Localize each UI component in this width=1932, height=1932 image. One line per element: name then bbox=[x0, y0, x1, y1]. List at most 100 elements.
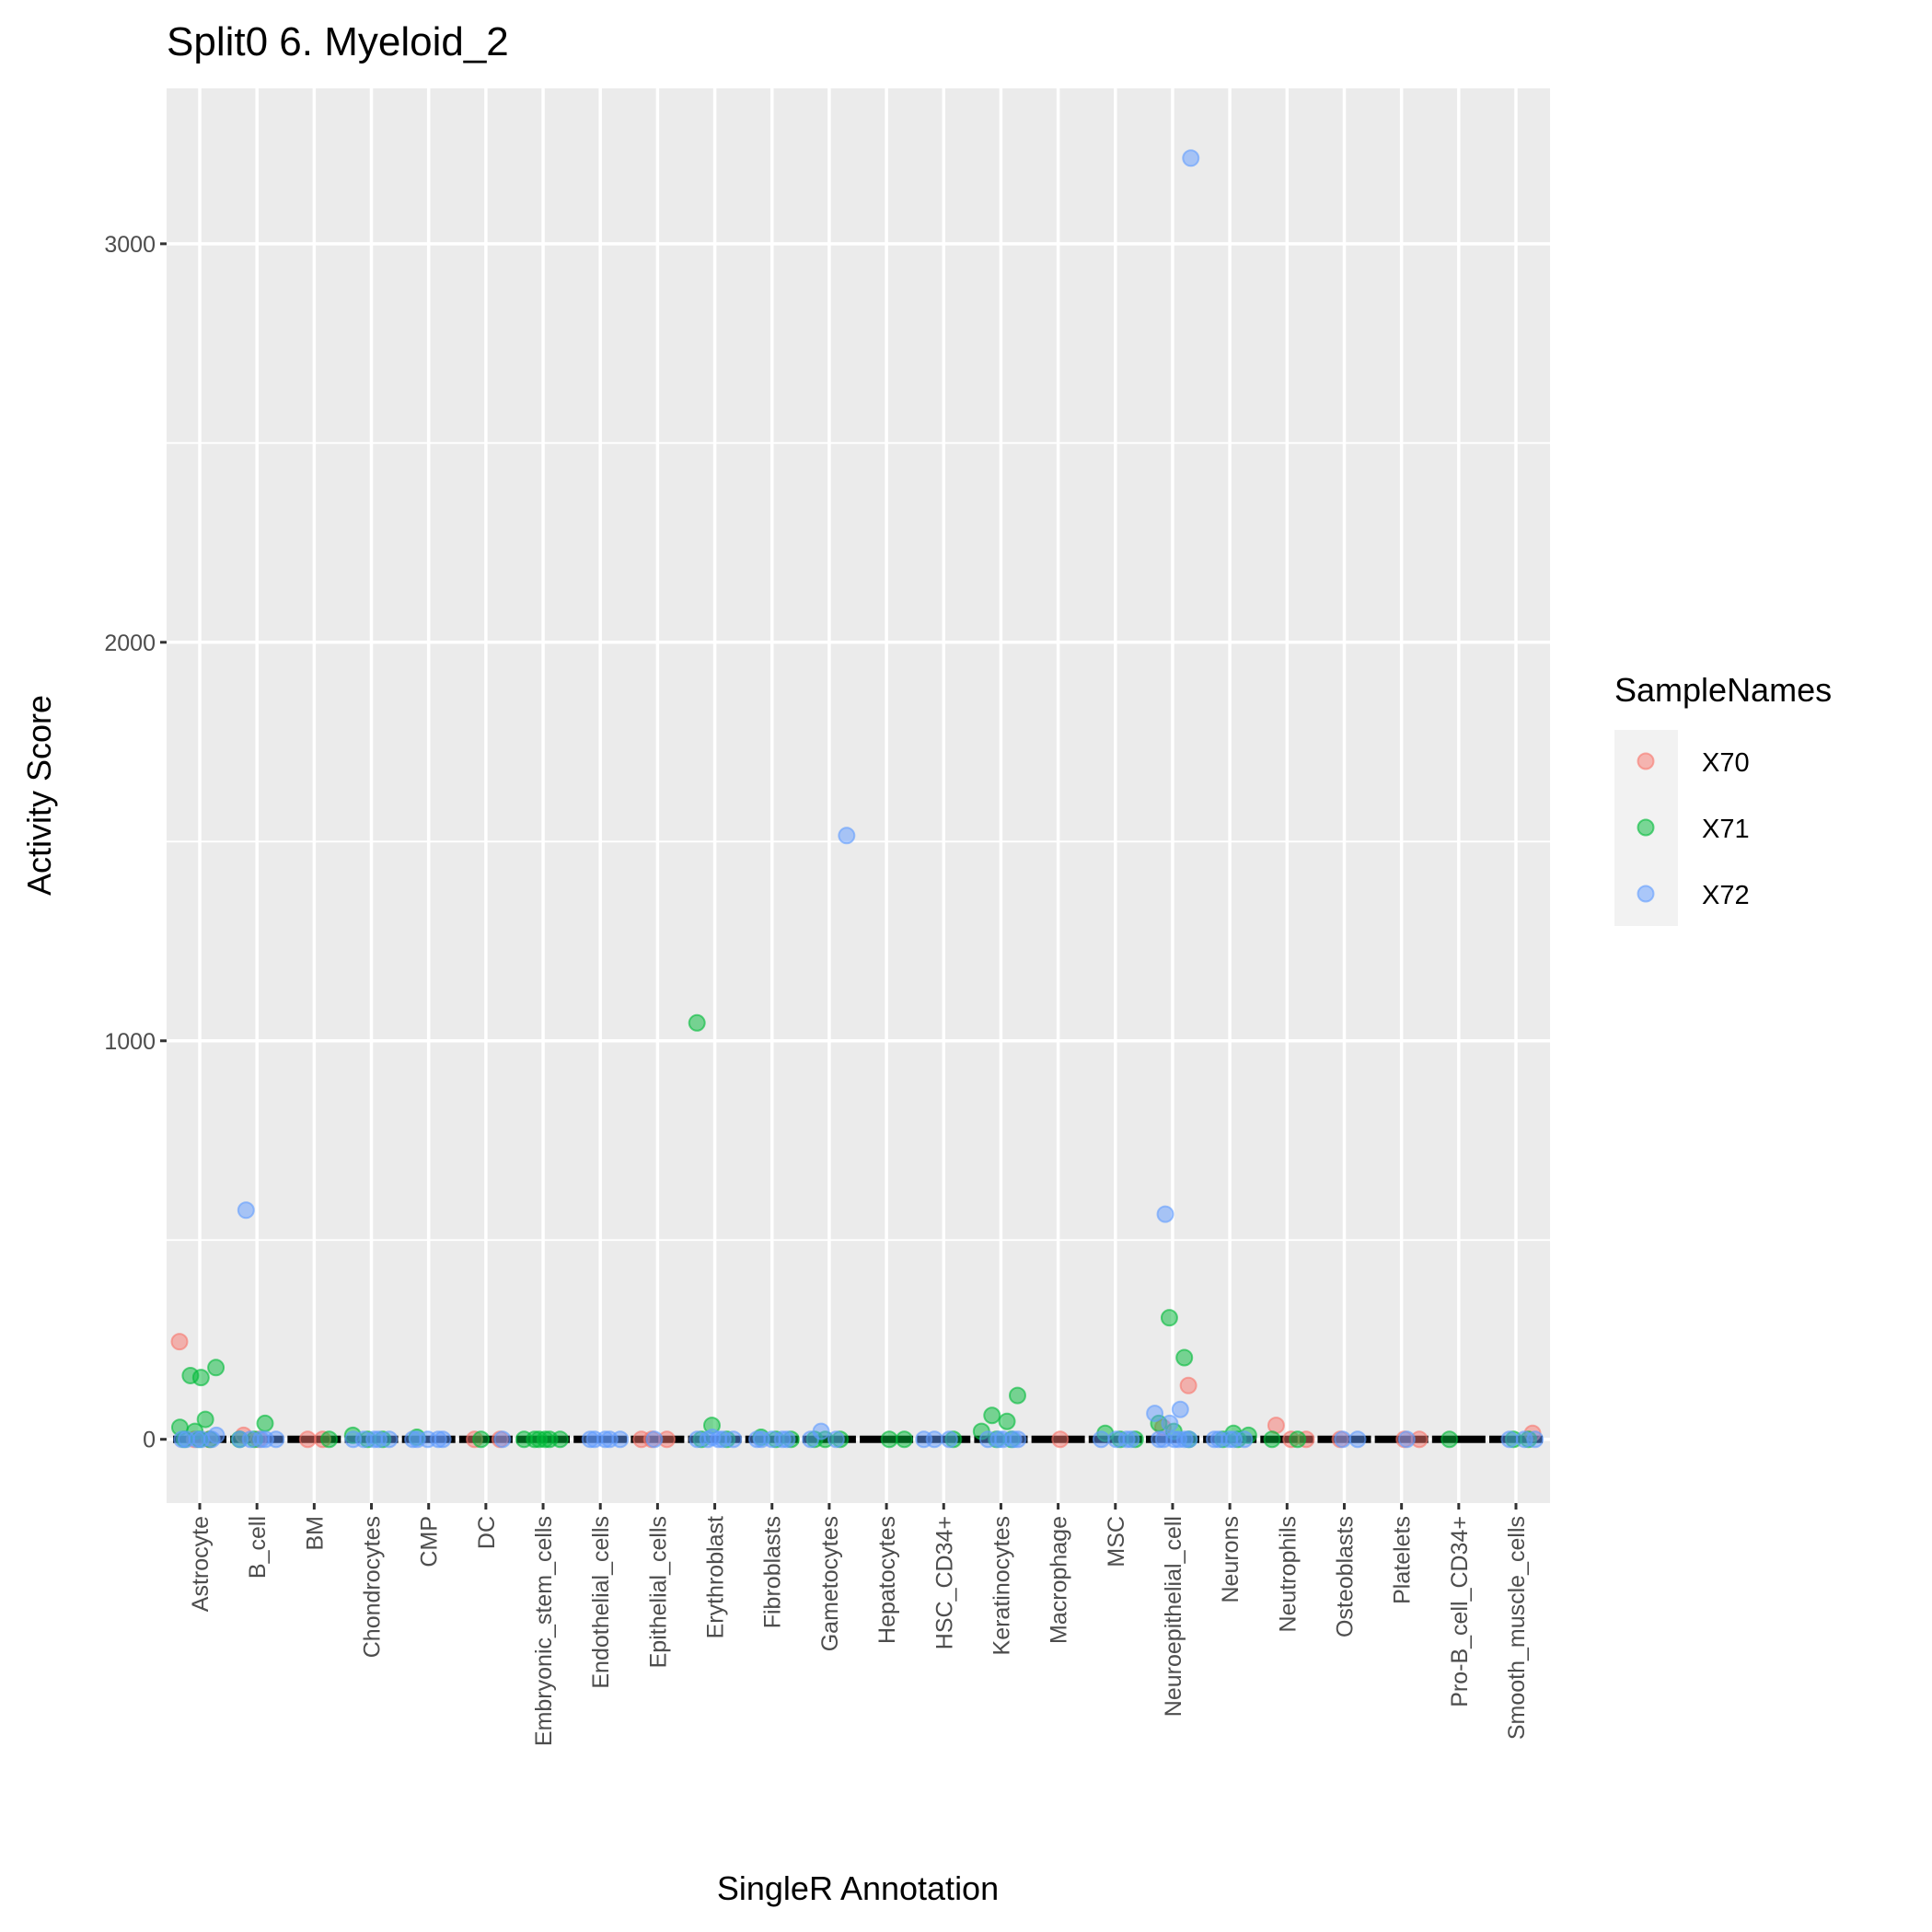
point-X70 bbox=[1179, 1376, 1197, 1394]
point-X72 bbox=[827, 1430, 845, 1449]
point-X72 bbox=[600, 1430, 619, 1449]
x-tick-label: Chondrocytes bbox=[360, 1516, 386, 1658]
x-tick-label: MSC bbox=[1104, 1516, 1129, 1568]
point-X72 bbox=[1171, 1400, 1189, 1418]
x-tick-label: Neuroepithelial_cell bbox=[1161, 1516, 1186, 1717]
x-tick-label: Erythroblast bbox=[703, 1516, 729, 1638]
point-X71 bbox=[983, 1406, 1001, 1425]
point-X71 bbox=[320, 1430, 339, 1449]
point-X72 bbox=[192, 1430, 211, 1449]
point-X70 bbox=[170, 1333, 189, 1351]
point-X71 bbox=[1008, 1386, 1026, 1405]
point-X72 bbox=[1348, 1430, 1367, 1449]
x-axis-title: SingleR Annotation bbox=[717, 1869, 999, 1907]
point-X71 bbox=[998, 1412, 1016, 1430]
point-X72 bbox=[778, 1430, 796, 1449]
point-X72 bbox=[207, 1426, 226, 1444]
point-X71 bbox=[530, 1430, 549, 1449]
point-X72 bbox=[1107, 1430, 1126, 1449]
point-X72 bbox=[915, 1430, 933, 1449]
point-X71 bbox=[181, 1366, 200, 1384]
point-X72 bbox=[1515, 1430, 1533, 1449]
point-X72 bbox=[688, 1430, 707, 1449]
point-X72 bbox=[1334, 1430, 1352, 1449]
point-X72 bbox=[408, 1430, 426, 1449]
point-X72 bbox=[1146, 1405, 1164, 1423]
x-tick-label: Hepatocytes bbox=[874, 1516, 900, 1644]
x-tick-label: Endothelial_cells bbox=[588, 1516, 614, 1689]
legend-label-X72: X72 bbox=[1702, 881, 1750, 910]
point-X72 bbox=[703, 1429, 722, 1447]
point-X72 bbox=[1009, 1430, 1027, 1449]
legend-label-X70: X70 bbox=[1702, 748, 1750, 778]
point-X72 bbox=[1154, 1430, 1173, 1449]
x-tick-label: Astrocyte bbox=[188, 1516, 214, 1612]
point-X72 bbox=[585, 1430, 604, 1449]
legend: SampleNames X70 X71 X72 bbox=[1614, 671, 1832, 926]
y-tick-label: 3000 bbox=[104, 232, 156, 258]
point-X72 bbox=[369, 1430, 388, 1449]
y-tick-label: 0 bbox=[143, 1428, 156, 1453]
grid bbox=[167, 88, 1550, 1503]
legend-key-X70 bbox=[1637, 752, 1655, 770]
point-X72 bbox=[237, 1201, 255, 1220]
x-tick-label: Embryonic_stem_cells bbox=[531, 1516, 557, 1746]
x-tick-label: CMP bbox=[417, 1516, 443, 1568]
point-X71 bbox=[1175, 1348, 1194, 1367]
point-X72 bbox=[802, 1430, 820, 1449]
x-tick-label: Epithelial_cells bbox=[645, 1516, 671, 1668]
legend-key-X72 bbox=[1637, 885, 1655, 903]
point-X72 bbox=[434, 1430, 452, 1449]
point-X70 bbox=[298, 1430, 317, 1449]
point-X72 bbox=[1500, 1430, 1519, 1449]
y-axis-title: Activity Score bbox=[20, 695, 58, 896]
point-X72 bbox=[493, 1430, 512, 1449]
point-X71 bbox=[1160, 1309, 1178, 1327]
point-X71 bbox=[515, 1430, 533, 1449]
legend-key-X71 bbox=[1637, 818, 1655, 837]
legend-title: SampleNames bbox=[1614, 671, 1832, 709]
point-X72 bbox=[1170, 1430, 1188, 1449]
x-tick-label: B_cell bbox=[245, 1516, 271, 1579]
x-axis: Astrocyte B_cell BM Chondrocytes CMP DC Embryo… bbox=[188, 1503, 1530, 1746]
point-X71 bbox=[1289, 1430, 1307, 1449]
chart-title: Split0 6. Myeloid_2 bbox=[167, 19, 509, 64]
point-X72 bbox=[1161, 1414, 1179, 1432]
point-X71 bbox=[256, 1414, 274, 1432]
point-X72 bbox=[645, 1430, 664, 1449]
y-tick-label: 1000 bbox=[104, 1029, 156, 1055]
legend-label-X71: X71 bbox=[1702, 815, 1750, 844]
point-X72 bbox=[978, 1430, 997, 1449]
point-X72 bbox=[838, 827, 856, 845]
point-X71 bbox=[207, 1359, 226, 1377]
x-tick-label: Osteoblasts bbox=[1332, 1516, 1358, 1637]
point-X72 bbox=[752, 1430, 770, 1449]
point-X70 bbox=[1051, 1430, 1070, 1449]
point-X71 bbox=[472, 1430, 491, 1449]
point-X72 bbox=[344, 1430, 363, 1449]
x-tick-label: Pro-B_cell_CD34+ bbox=[1447, 1516, 1473, 1707]
point-X71 bbox=[1263, 1430, 1281, 1449]
point-X72 bbox=[1397, 1430, 1416, 1449]
point-X71 bbox=[880, 1430, 898, 1449]
point-X72 bbox=[1092, 1430, 1110, 1449]
point-X72 bbox=[256, 1430, 274, 1449]
point-X72 bbox=[1209, 1430, 1228, 1449]
x-tick-label: BM bbox=[302, 1516, 328, 1551]
y-axis: 0 1000 2000 3000 bbox=[104, 232, 167, 1453]
point-X72 bbox=[940, 1430, 958, 1449]
point-X71 bbox=[1440, 1430, 1459, 1449]
point-X72 bbox=[177, 1430, 195, 1449]
point-X71 bbox=[196, 1410, 214, 1429]
x-tick-label: Smooth_muscle_cells bbox=[1504, 1516, 1530, 1740]
point-X72 bbox=[1156, 1205, 1174, 1223]
y-tick-label: 2000 bbox=[104, 631, 156, 656]
point-X72 bbox=[1225, 1430, 1244, 1449]
point-X72 bbox=[994, 1430, 1012, 1449]
x-tick-label: DC bbox=[474, 1516, 500, 1549]
x-tick-label: Gametocytes bbox=[817, 1516, 843, 1651]
plot-panel bbox=[167, 88, 1550, 1503]
x-tick-label: Neutrophils bbox=[1275, 1516, 1301, 1632]
boxplot-Pro-B_cell_CD34+ bbox=[1431, 1435, 1486, 1443]
